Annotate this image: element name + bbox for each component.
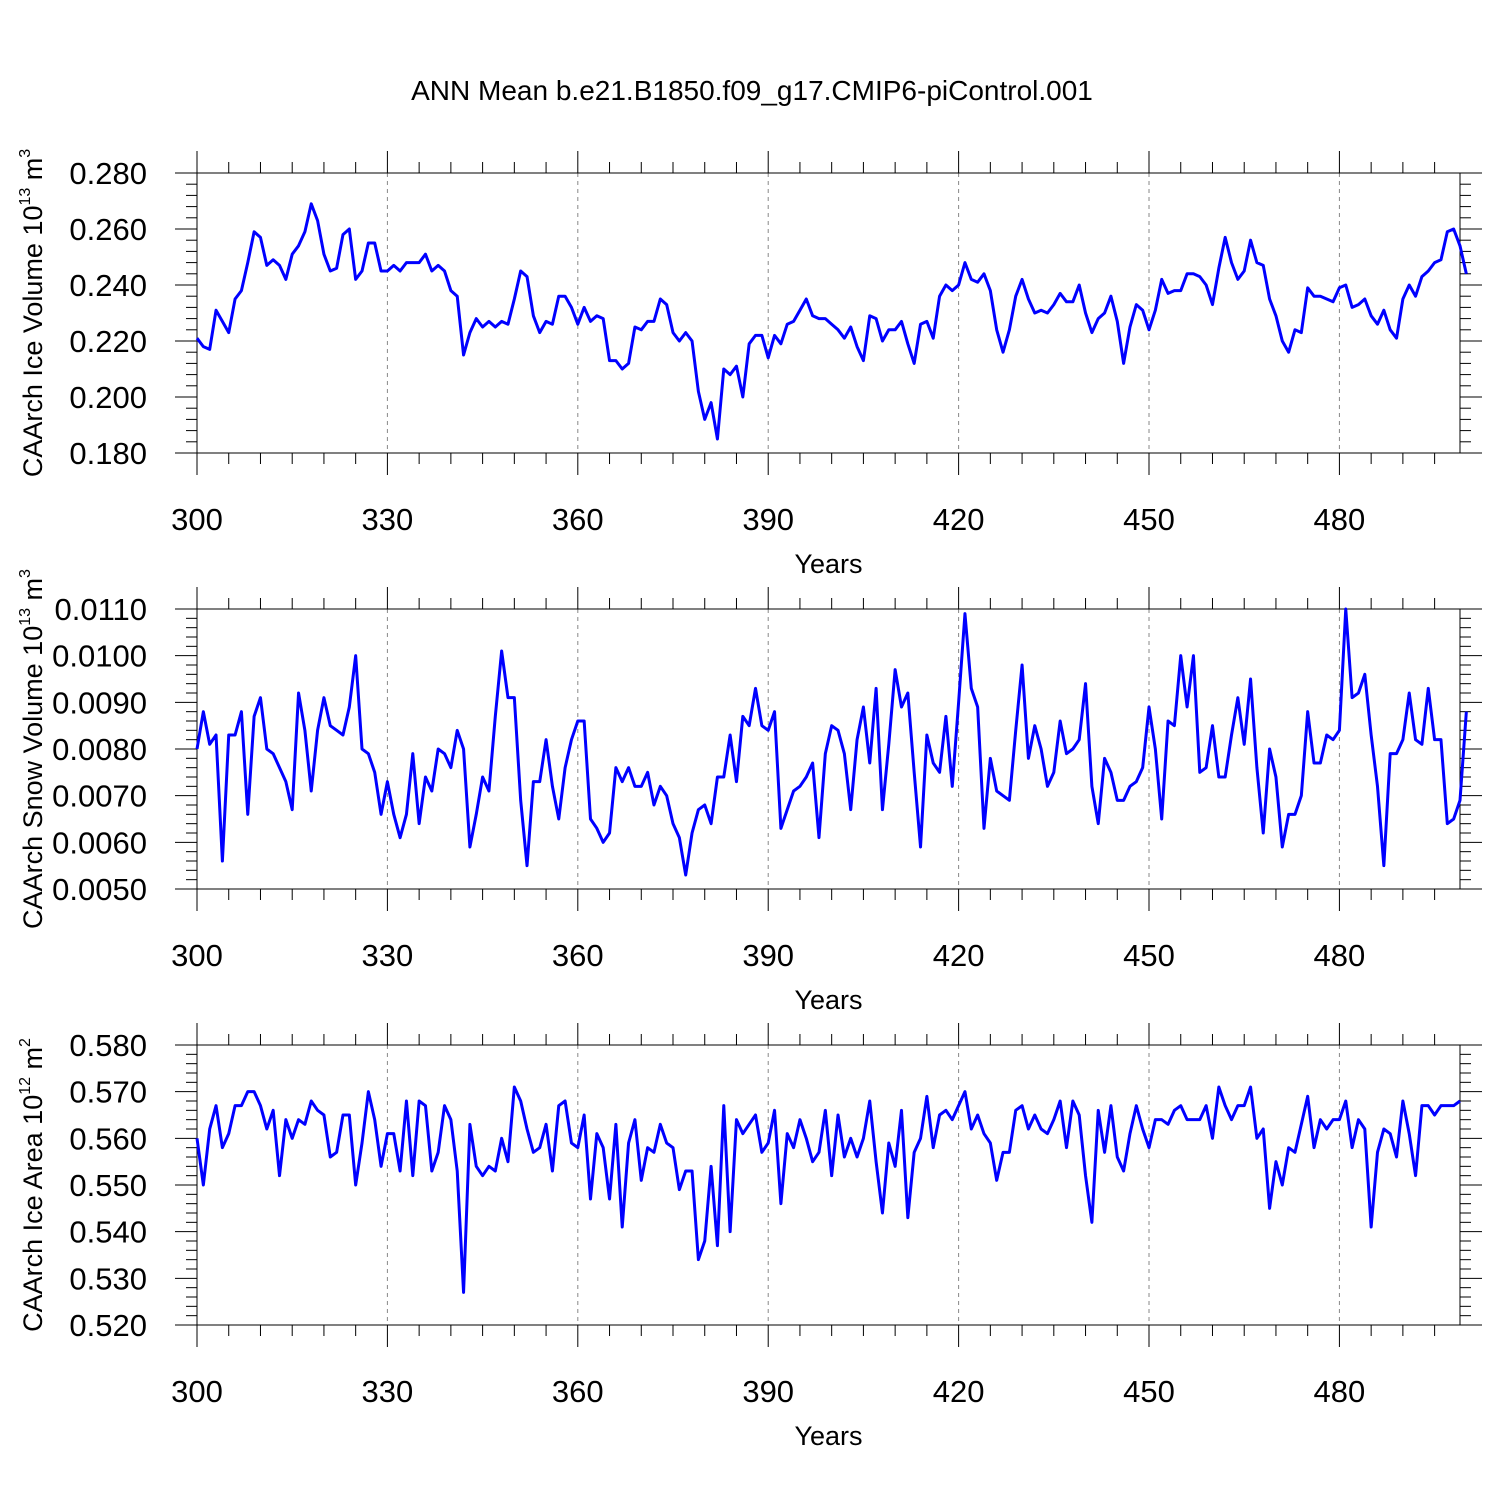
y-tick-label: 0.200 <box>69 380 147 415</box>
series-line <box>195 1085 1461 1294</box>
y-tick-label: 0.0110 <box>54 592 147 627</box>
y-tick-label: 0.0090 <box>52 685 147 720</box>
x-axis-title: Years <box>794 985 862 1015</box>
x-tick-label: 360 <box>552 1374 604 1409</box>
x-tick-label: 300 <box>171 502 223 537</box>
y-axis-exponent: 3 <box>17 569 34 578</box>
y-tick-label: 0.0050 <box>52 872 147 907</box>
x-tick-label: 390 <box>742 938 794 973</box>
y-tick-label: 0.180 <box>69 436 147 471</box>
x-tick-label: 300 <box>171 1374 223 1409</box>
x-tick-label: 390 <box>742 502 794 537</box>
y-tick-label: 0.520 <box>69 1308 147 1343</box>
y-axis-exponent: 3 <box>17 149 34 158</box>
chart-panel-1: 0.180 0.200 0.220 0.240 0.260 0.280 300 330 360 3… <box>17 149 1482 579</box>
x-tick-label: 360 <box>552 502 604 537</box>
y-axis-exponent: 13 <box>17 188 34 206</box>
y-axis-exponent: 13 <box>17 608 34 626</box>
y-axis-exponent: 12 <box>17 1077 34 1095</box>
y-tick-label: 0.530 <box>69 1261 147 1296</box>
x-tick-label: 420 <box>933 502 985 537</box>
x-tick-label: 330 <box>362 1374 414 1409</box>
chart-title: ANN Mean b.e21.B1850.f09_g17.CMIP6-piCon… <box>411 75 1093 106</box>
y-tick-label: 0.0060 <box>52 825 147 860</box>
y-tick-label: 0.0100 <box>52 639 147 674</box>
x-tick-label: 420 <box>933 1374 985 1409</box>
y-axis-title-part: m <box>18 1047 48 1077</box>
x-tick-label: 480 <box>1314 502 1366 537</box>
y-axis-exponent: 2 <box>17 1038 34 1047</box>
y-tick-label: 0.0080 <box>52 732 147 767</box>
x-tick-label: 330 <box>362 938 414 973</box>
y-tick-label: 0.280 <box>69 156 147 191</box>
y-axis-title: CAArch Ice Volume 1013 m3 <box>17 149 48 477</box>
y-axis-title-part: m <box>18 158 48 188</box>
y-axis-title-part: CAArch Ice Area 10 <box>18 1095 48 1332</box>
x-tick-label: 300 <box>171 938 223 973</box>
y-axis-title-part: m <box>18 578 48 608</box>
x-tick-label: 450 <box>1123 938 1175 973</box>
x-axis-title: Years <box>794 1421 862 1451</box>
y-tick-label: 0.240 <box>69 268 147 303</box>
plot-frame <box>196 1044 1461 1326</box>
chart-panel-2: 0.0050 0.0060 0.0070 0.0080 0.0090 0.0100 0.01… <box>17 569 1482 1015</box>
plot-frame <box>196 172 1461 454</box>
y-tick-label: 0.0070 <box>52 779 147 814</box>
y-axis-title: CAArch Snow Volume 1013 m3 <box>17 569 48 929</box>
x-tick-label: 420 <box>933 938 985 973</box>
x-tick-label: 330 <box>362 502 414 537</box>
y-tick-label: 0.570 <box>69 1075 147 1110</box>
y-tick-label: 0.260 <box>69 212 147 247</box>
series-line <box>195 607 1468 877</box>
y-tick-label: 0.220 <box>69 324 147 359</box>
y-tick-label: 0.580 <box>69 1028 147 1063</box>
y-axis-title-part: CAArch Ice Volume 10 <box>18 206 48 478</box>
y-tick-label: 0.550 <box>69 1168 147 1203</box>
x-tick-label: 480 <box>1314 1374 1366 1409</box>
x-tick-label: 360 <box>552 938 604 973</box>
chart-panel-3: 0.520 0.530 0.540 0.550 0.560 0.570 0.580 300 33… <box>17 1023 1482 1451</box>
x-tick-label: 450 <box>1123 502 1175 537</box>
y-axis-title: CAArch Ice Area 1012 m2 <box>17 1038 48 1332</box>
y-axis-title-part: CAArch Snow Volume 10 <box>18 626 48 929</box>
x-tick-label: 480 <box>1314 938 1366 973</box>
x-tick-label: 390 <box>742 1374 794 1409</box>
y-tick-label: 0.560 <box>69 1121 147 1156</box>
x-tick-label: 450 <box>1123 1374 1175 1409</box>
x-axis-title: Years <box>794 549 862 579</box>
series-line <box>195 202 1468 441</box>
y-tick-label: 0.540 <box>69 1215 147 1250</box>
